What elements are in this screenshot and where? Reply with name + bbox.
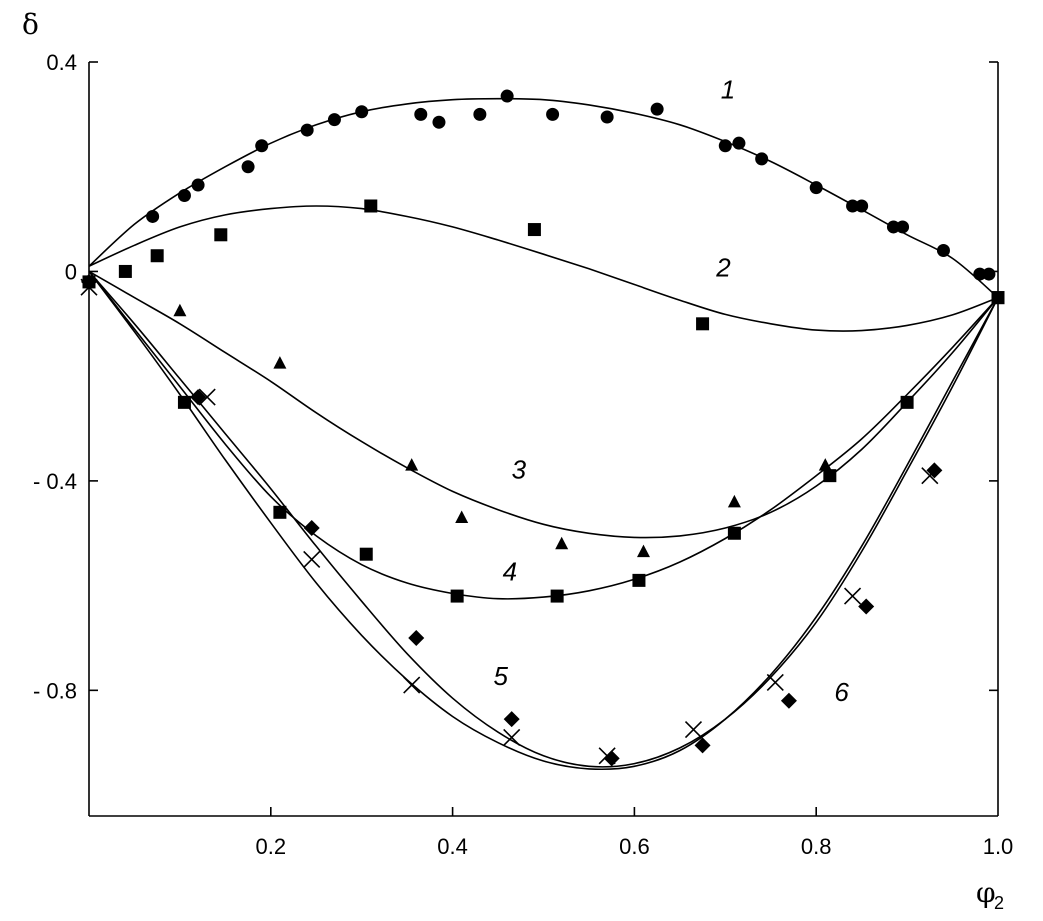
series-3-point-4 (555, 536, 569, 550)
series-5-point-8 (843, 587, 862, 605)
series-3-point-1 (273, 356, 287, 369)
series-4-point-6 (632, 573, 646, 587)
series-4-point-3 (359, 547, 373, 561)
series-5-point-7 (766, 673, 784, 692)
series-1-point-25 (982, 267, 996, 281)
series-1-point-0 (146, 209, 160, 223)
series-1-point-20 (855, 199, 869, 213)
series-2-point-3 (364, 199, 378, 213)
series-6-point-9 (926, 462, 943, 479)
series-label-3: 3 (512, 454, 527, 484)
markers (80, 89, 1005, 767)
series-1-point-12 (546, 107, 560, 121)
series-1-point-23 (936, 244, 950, 257)
series-label-4: 4 (503, 556, 517, 586)
series-labels: 1 2 3 4 5 6 (494, 75, 850, 707)
y-axis-title: δ (22, 8, 39, 41)
series-5-point-2 (303, 550, 321, 568)
series-4-point-8 (823, 469, 837, 483)
curves (88, 97, 999, 771)
series-5-point-3 (403, 676, 421, 694)
series-1-point-3 (241, 160, 255, 174)
series-1-point-19 (846, 199, 860, 213)
x-tick-label-0: 0.2 (256, 834, 287, 859)
series-6-point-3 (408, 629, 425, 646)
curve-4 (88, 270, 999, 600)
series-3-point-0 (173, 303, 187, 317)
curve-5 (88, 270, 999, 771)
x-axis-title-subscript: 2 (994, 893, 1004, 913)
series-4-point-9 (900, 395, 914, 409)
series-4-point-10 (991, 291, 1005, 305)
x-tick-label-4: 1.0 (983, 834, 1014, 859)
series-1-point-11 (500, 89, 514, 103)
series-1-point-21 (886, 220, 900, 234)
series-1-point-13 (600, 110, 614, 124)
ticks (89, 61, 998, 816)
series-6-point-8 (858, 598, 875, 615)
x-axis-title: φ (976, 876, 996, 909)
x-tick-label-1: 0.4 (437, 834, 468, 859)
x-tick-label-3: 0.8 (801, 834, 832, 859)
series-6-point-0 (81, 273, 97, 290)
series-4-point-1 (177, 395, 191, 409)
series-1-point-16 (732, 136, 746, 150)
series-1-point-22 (896, 220, 910, 234)
y-tick-label-2: - 0.4 (33, 469, 77, 494)
curve-1 (88, 97, 999, 299)
series-1-point-9 (432, 115, 446, 129)
series-label-1: 1 (721, 75, 735, 105)
curve-2 (88, 205, 999, 332)
series-6-point-5 (603, 750, 620, 767)
series-5-point-6 (684, 721, 703, 739)
series-1-point-7 (355, 105, 369, 119)
series-3-point-5 (636, 544, 650, 558)
x-tick-label-2: 0.6 (619, 834, 650, 859)
series-4-point-7 (727, 526, 741, 540)
series-1-point-10 (473, 107, 487, 121)
series-5-point-1 (198, 388, 216, 406)
series-2-point-5 (696, 317, 710, 331)
series-2-point-1 (150, 249, 164, 263)
series-4-point-5 (550, 589, 564, 603)
series-3-point-7 (818, 458, 832, 471)
series-5-point-4 (503, 728, 521, 747)
series-1-point-18 (809, 181, 823, 195)
y-tick-label-0: 0.4 (46, 50, 77, 75)
series-3-point-3 (455, 510, 469, 524)
series-4-point-4 (450, 589, 464, 603)
series-1-point-2 (191, 178, 205, 192)
series-1-point-5 (300, 123, 314, 137)
series-2-point-2 (214, 228, 228, 242)
curve-3 (88, 270, 999, 539)
series-2-point-0 (118, 264, 132, 278)
series-6-point-2 (303, 520, 320, 537)
series-1-point-24 (973, 267, 987, 281)
series-1-point-14 (650, 102, 664, 116)
series-6-point-4 (503, 711, 520, 728)
curve-6 (88, 270, 999, 768)
y-tick-label-3: - 0.8 (33, 678, 77, 703)
series-3-point-2 (405, 458, 419, 471)
series-1-point-4 (255, 139, 269, 153)
series-3-point-6 (727, 494, 741, 508)
series-label-5: 5 (494, 661, 509, 691)
series-6-point-6 (694, 737, 711, 754)
series-label-2: 2 (715, 253, 731, 283)
series-1-point-17 (755, 152, 769, 166)
y-tick-label-1: 0 (65, 259, 77, 284)
series-1-point-6 (327, 113, 341, 127)
series-label-6: 6 (834, 677, 849, 707)
series-1-point-1 (177, 189, 191, 203)
series-6-point-1 (190, 389, 207, 406)
tick-labels: 0.2 0.4 0.6 0.8 1.0 0.4 0 - 0.4 - 0.8 (33, 50, 1013, 859)
series-1-point-8 (414, 107, 428, 121)
series-1-point-15 (718, 139, 732, 153)
series-6-point-7 (780, 692, 797, 709)
series-2-point-4 (527, 223, 541, 237)
series-4-point-2 (273, 505, 287, 519)
